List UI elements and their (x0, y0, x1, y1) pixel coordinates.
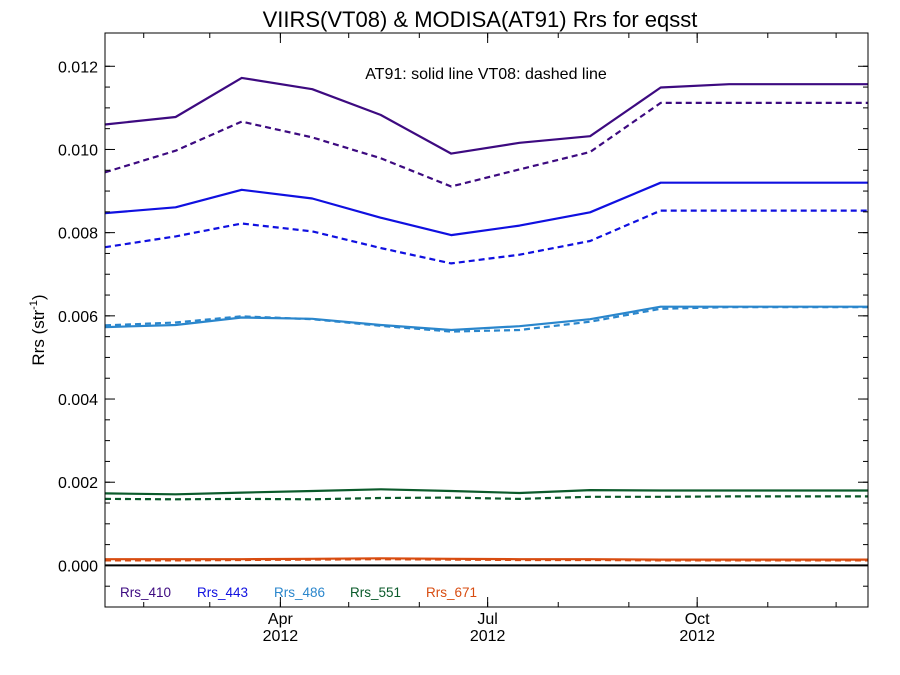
y-axis-label-close: ) (29, 294, 48, 300)
y-axis-label-superscript: -1 (28, 300, 40, 310)
series-line-rrs-486-solid (104, 305, 868, 332)
y-axis-label: Rrs (str-1) (28, 294, 48, 365)
y-tick-label: 0.006 (58, 309, 98, 326)
y-axis-label-text: Rrs (str (29, 310, 48, 366)
chart-title: VIIRS(VT08) & MODISA(AT91) Rrs for eqsst (263, 7, 698, 32)
series-line-rrs-443-solid (104, 181, 868, 237)
legend: Rrs_410 Rrs_443 Rrs_486 Rrs_551 Rrs_671 (120, 585, 477, 600)
series-line-rrs-410-dashed (104, 101, 868, 188)
y-tick-label: 0.012 (58, 59, 98, 76)
legend-entry-rrs-486: Rrs_486 (274, 585, 325, 600)
y-tick-label: 0.008 (58, 226, 98, 243)
x-tick-label-year: 2012 (470, 628, 506, 645)
legend-entry-rrs-671: Rrs_671 (426, 585, 477, 600)
series-line-rrs-671-dashed (105, 558, 868, 562)
series-line-rrs-486-dashed (104, 306, 868, 333)
x-tick-label-month: Apr (268, 611, 294, 628)
y-tick-label: 0.002 (58, 475, 98, 492)
series-layer (104, 76, 868, 567)
x-tick-label-year: 2012 (679, 628, 715, 645)
series-line-rrs-551-solid (104, 488, 868, 496)
legend-entry-rrs-443: Rrs_443 (197, 585, 248, 600)
chart-annotation: AT91: solid line VT08: dashed line (365, 66, 607, 83)
x-tick-label-month: Oct (685, 611, 710, 628)
plot-frame (104, 32, 869, 608)
series-line-rrs-410-solid (104, 76, 868, 155)
y-tick-label: 0.004 (58, 392, 98, 409)
y-tick-label: 0.010 (58, 142, 98, 159)
legend-entry-rrs-551: Rrs_551 (350, 585, 401, 600)
series-line-rrs-551-dashed (104, 495, 868, 501)
x-tick-label-year: 2012 (263, 628, 299, 645)
y-tick-label: 0.000 (58, 558, 98, 575)
axis-layer: 0.0000.0020.0040.0060.0080.0100.012Apr20… (58, 32, 869, 645)
series-line-rrs-443-dashed (104, 209, 868, 265)
x-tick-label-month: Jul (477, 611, 497, 628)
legend-entry-rrs-410: Rrs_410 (120, 585, 171, 600)
